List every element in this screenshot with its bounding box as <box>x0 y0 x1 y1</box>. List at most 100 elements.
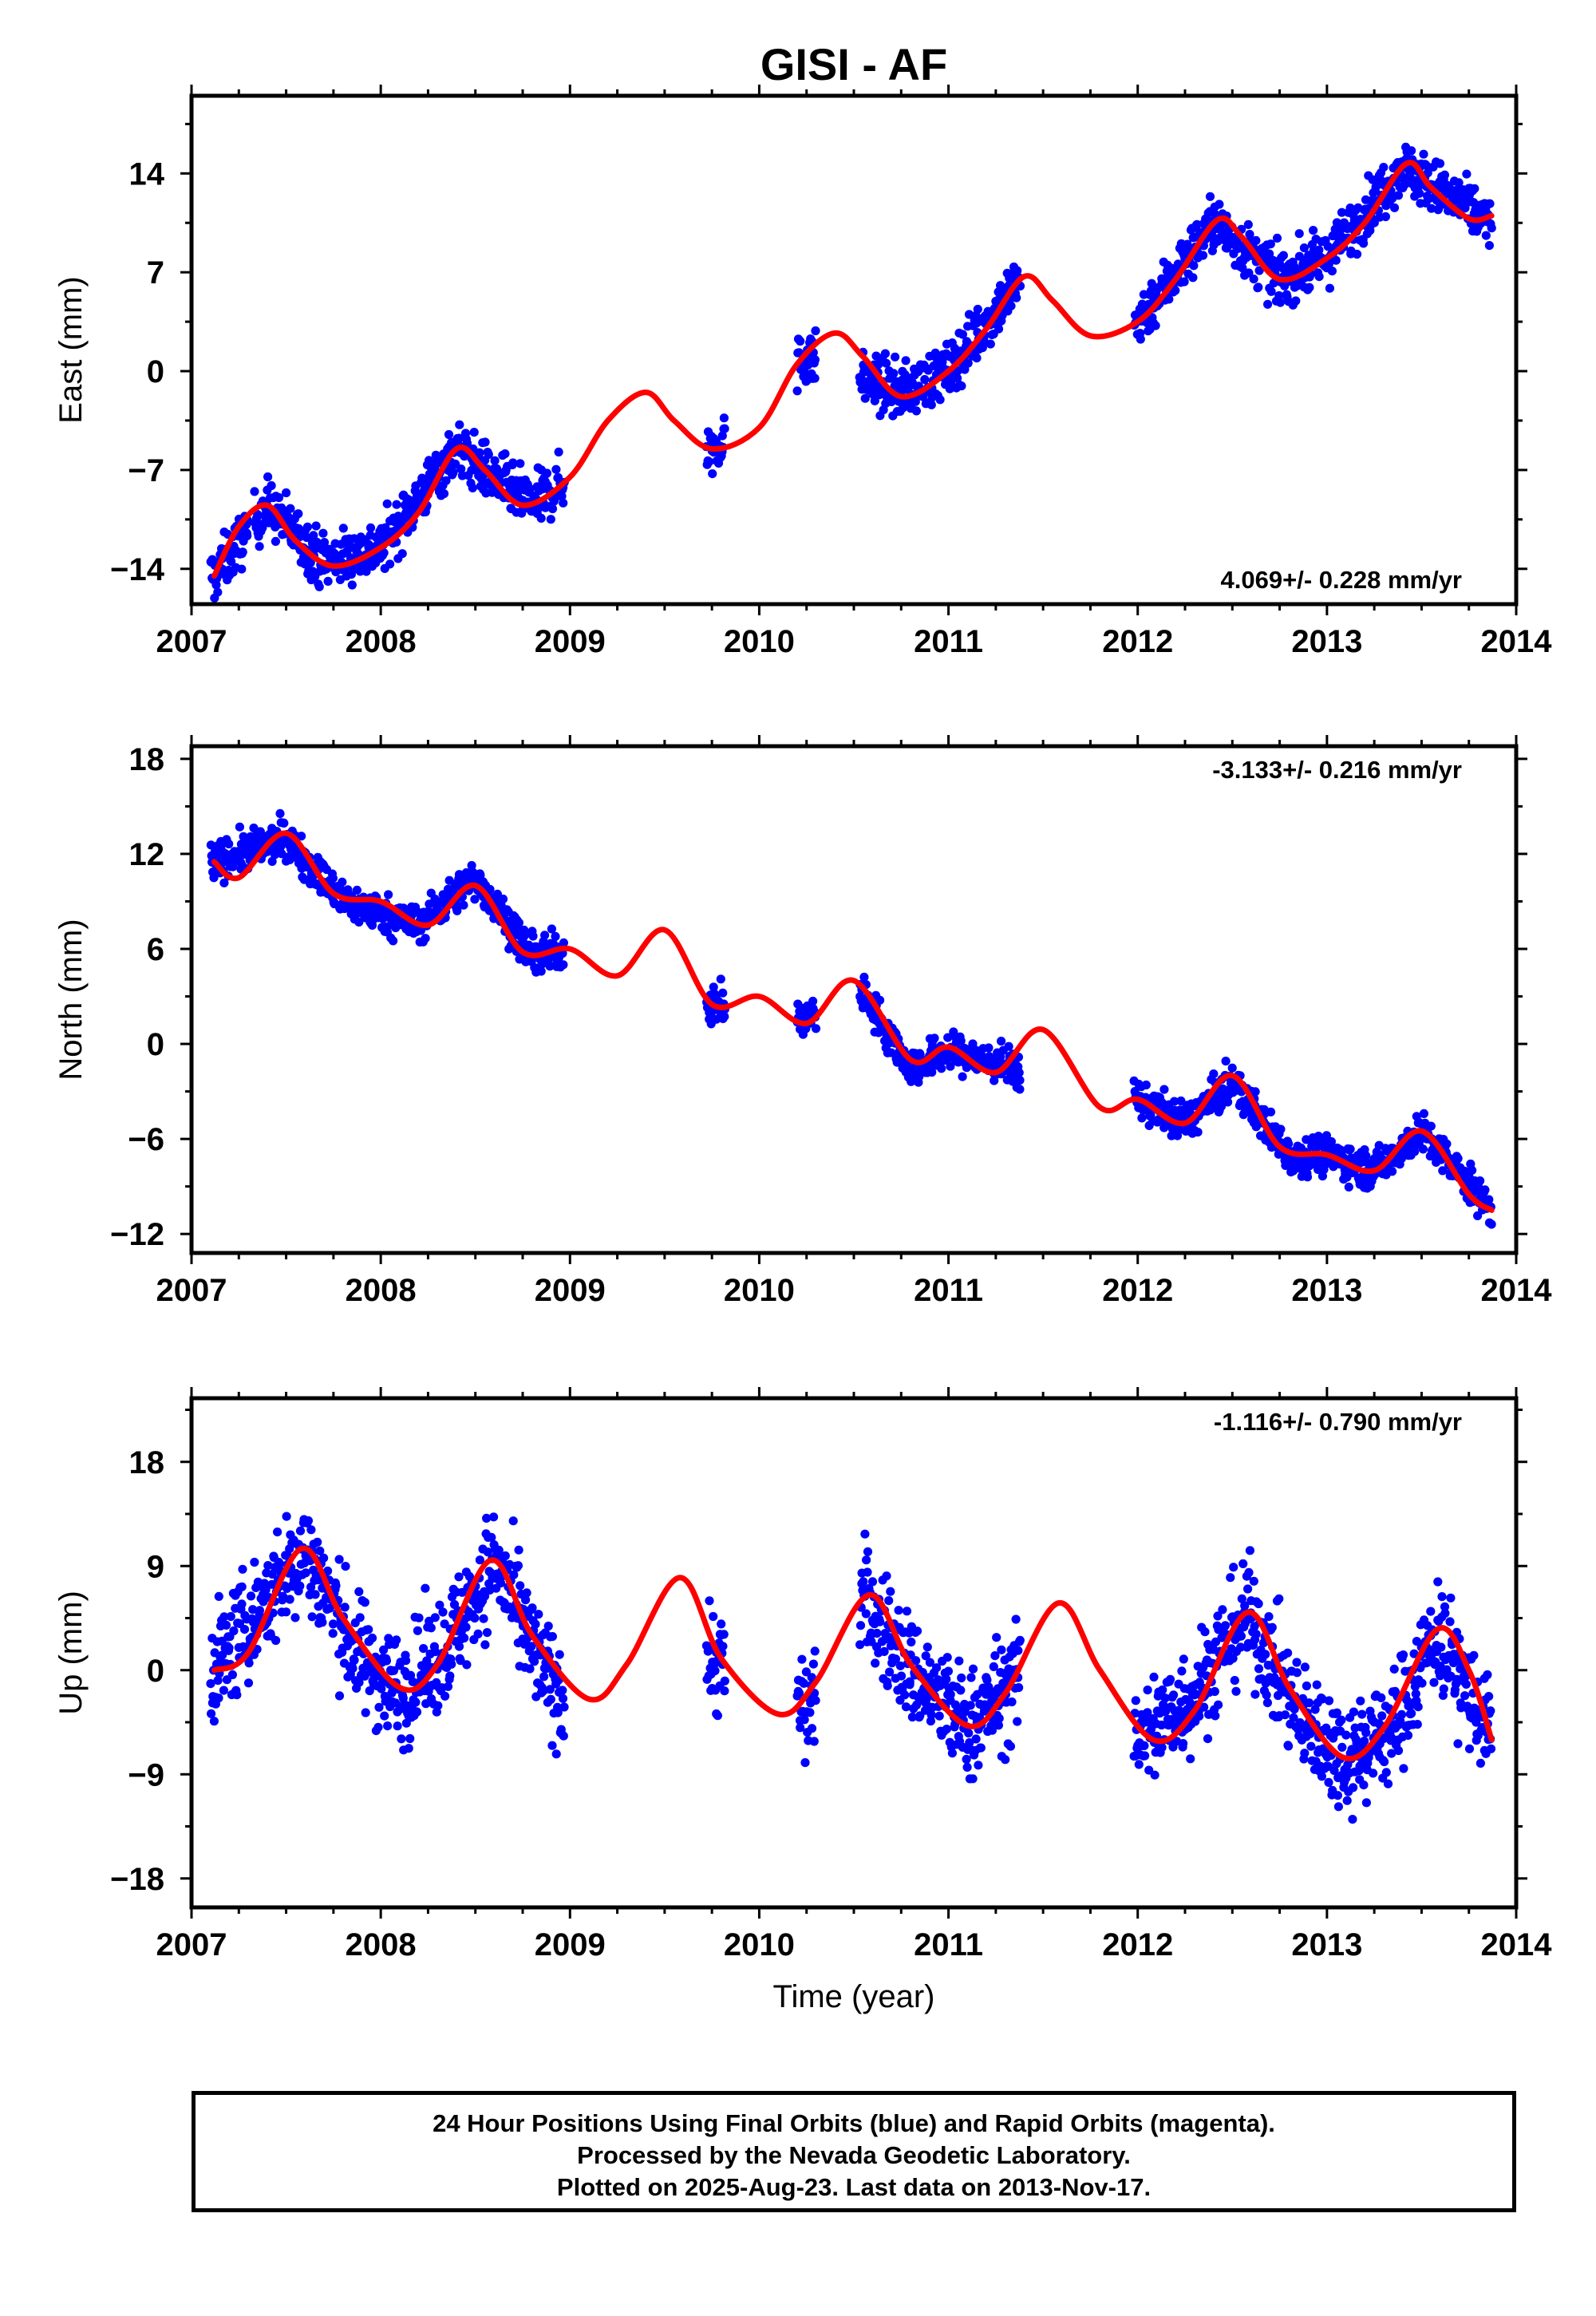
data-point <box>1357 1709 1367 1719</box>
data-point <box>232 1690 242 1700</box>
data-point <box>263 1561 273 1571</box>
data-point <box>452 906 462 915</box>
data-point <box>907 1712 917 1722</box>
data-point <box>1481 231 1491 240</box>
data-point <box>531 1619 540 1629</box>
data-point <box>1388 1167 1397 1176</box>
x-tick-label: 2011 <box>914 624 983 659</box>
data-point <box>282 1607 291 1617</box>
data-point <box>558 1686 567 1695</box>
data-point <box>861 1609 871 1618</box>
data-point <box>438 1607 448 1617</box>
data-point <box>297 832 306 841</box>
y-tick-label: −18 <box>110 1862 164 1897</box>
data-point <box>1171 286 1180 295</box>
data-point <box>797 1654 807 1664</box>
data-point <box>1337 207 1347 217</box>
y-tick-label: −7 <box>128 453 164 488</box>
data-point <box>718 988 728 998</box>
data-point <box>705 457 714 467</box>
data-point <box>271 536 280 547</box>
data-point <box>1440 1602 1450 1611</box>
data-point <box>942 1725 951 1734</box>
data-point <box>1344 1182 1353 1192</box>
data-point <box>946 1690 955 1699</box>
data-point <box>1393 191 1404 200</box>
x-tick-label: 2009 <box>535 1927 606 1962</box>
data-point <box>927 1067 937 1077</box>
data-point <box>350 1655 359 1665</box>
data-point <box>285 855 294 864</box>
data-point <box>551 1749 561 1759</box>
data-point <box>1266 1107 1276 1117</box>
data-point <box>926 1710 936 1720</box>
data-point <box>306 1583 316 1592</box>
data-point <box>1231 1686 1241 1696</box>
data-point <box>243 1678 254 1688</box>
data-point <box>1439 1684 1448 1694</box>
data-point <box>473 1629 483 1638</box>
data-point <box>310 1590 320 1599</box>
data-point <box>1272 233 1282 243</box>
data-point <box>1240 1601 1250 1611</box>
data-point <box>912 1626 922 1636</box>
data-point <box>379 548 389 558</box>
data-point <box>500 1551 510 1561</box>
data-point <box>244 1658 254 1668</box>
data-point <box>1333 1802 1343 1812</box>
data-point <box>536 513 546 524</box>
data-point <box>942 1653 952 1662</box>
data-point <box>294 509 303 519</box>
data-point <box>1005 1741 1015 1751</box>
data-point <box>1141 1080 1151 1090</box>
data-point <box>460 1633 469 1643</box>
data-point <box>480 1640 490 1650</box>
data-point <box>354 1587 364 1596</box>
data-point <box>248 1605 258 1614</box>
data-point <box>871 1658 880 1668</box>
data-point <box>1433 1577 1443 1587</box>
data-point <box>1342 1796 1352 1805</box>
data-point <box>360 1671 369 1681</box>
data-points <box>206 1512 1496 1824</box>
data-point <box>1238 1559 1248 1568</box>
data-point <box>794 1688 804 1697</box>
data-point <box>1348 1815 1357 1824</box>
data-point <box>555 1650 564 1659</box>
data-point <box>1251 235 1261 245</box>
data-point <box>414 1613 424 1622</box>
data-point <box>1274 290 1284 301</box>
data-point <box>1250 1690 1260 1699</box>
data-point <box>921 1651 930 1661</box>
data-point <box>1314 1132 1323 1141</box>
data-point <box>801 1667 812 1677</box>
data-point <box>558 1694 568 1703</box>
data-point <box>860 1529 870 1539</box>
data-point <box>880 349 890 358</box>
data-point <box>1226 1573 1235 1583</box>
data-point <box>1199 1702 1209 1712</box>
data-point <box>475 448 484 457</box>
data-point <box>1210 1686 1219 1697</box>
data-point <box>311 521 321 531</box>
data-point <box>209 1717 219 1726</box>
data-point <box>990 1651 1000 1661</box>
data-point <box>957 381 966 391</box>
data-point <box>319 1553 329 1563</box>
data-point <box>355 1613 365 1622</box>
data-point <box>381 1656 391 1666</box>
data-point <box>719 413 729 423</box>
x-tick-label: 2012 <box>1102 1927 1173 1962</box>
model-fit-line <box>211 160 1495 579</box>
data-point <box>807 1724 817 1733</box>
data-point <box>1486 1706 1495 1716</box>
data-point <box>1410 1682 1420 1691</box>
data-point <box>1345 1144 1355 1154</box>
data-point <box>352 885 361 895</box>
data-point <box>875 1617 885 1626</box>
data-point <box>1484 241 1494 251</box>
data-point <box>1453 1154 1463 1164</box>
data-point <box>227 1670 237 1680</box>
data-point <box>219 1612 229 1622</box>
